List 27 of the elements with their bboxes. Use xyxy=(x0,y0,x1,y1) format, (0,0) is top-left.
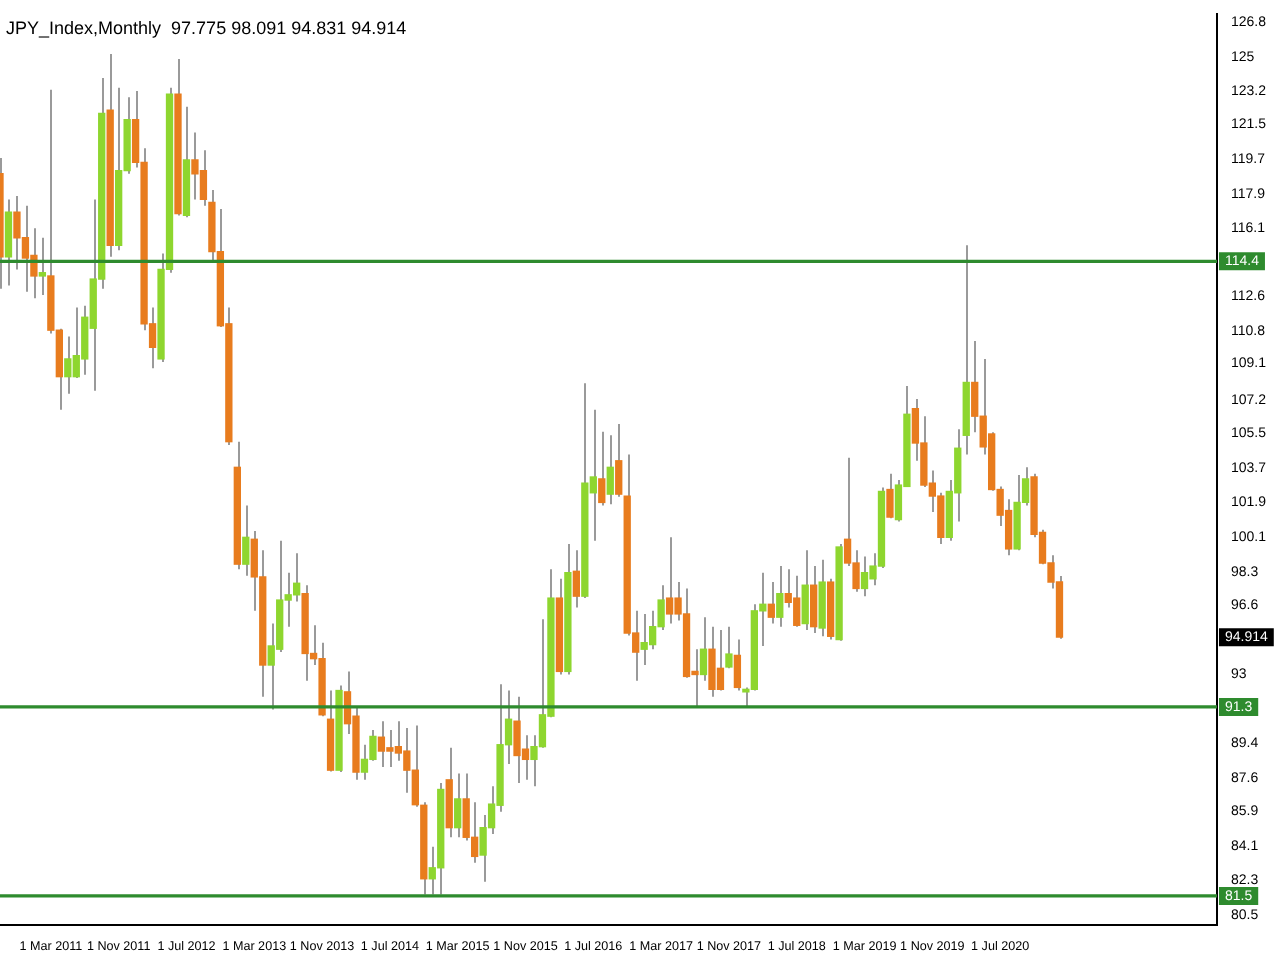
chart-title: JPY_Index,Monthly 97.775 98.091 94.831 94.914 xyxy=(6,18,407,39)
candlestick xyxy=(13,195,21,271)
candlestick xyxy=(665,536,674,625)
candlestick xyxy=(733,638,742,692)
candlestick xyxy=(386,729,394,769)
candlestick xyxy=(360,743,369,781)
candlestick xyxy=(242,504,250,577)
candlestick xyxy=(793,574,801,628)
candlestick xyxy=(606,434,614,506)
candlestick xyxy=(513,695,521,785)
candlestick xyxy=(716,628,725,692)
candlestick xyxy=(776,565,784,628)
candlestick xyxy=(21,204,30,293)
candlestick xyxy=(1013,474,1021,552)
candlestick xyxy=(860,555,869,598)
candlestick xyxy=(377,720,386,769)
candlestick xyxy=(4,198,13,287)
candlestick xyxy=(64,335,72,395)
candlestick xyxy=(38,236,47,297)
candlestick xyxy=(801,549,809,631)
candlestick xyxy=(191,131,199,201)
candlestick xyxy=(818,558,826,638)
candlestick xyxy=(615,422,623,498)
candlestick xyxy=(708,625,716,698)
candlestick xyxy=(767,581,775,625)
candlestick xyxy=(640,612,648,667)
candlestick xyxy=(454,772,462,839)
